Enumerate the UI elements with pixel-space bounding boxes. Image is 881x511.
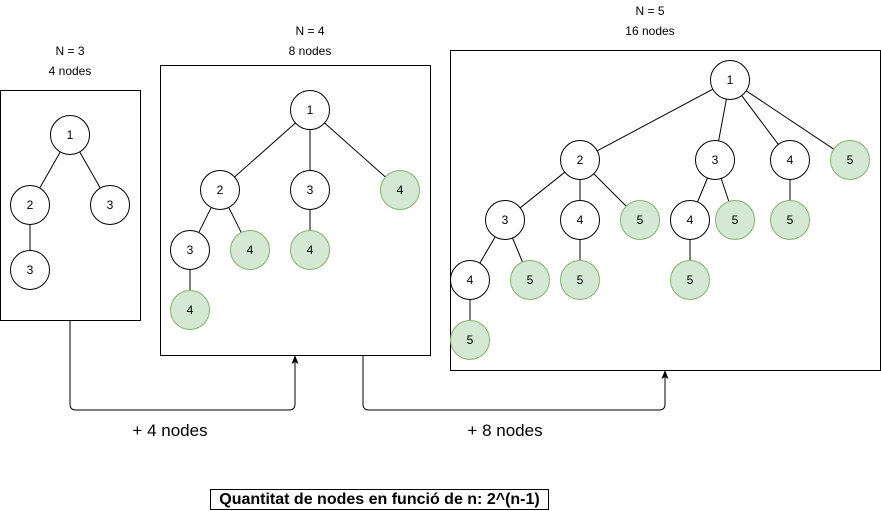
tree-node-label: 4 [687,213,694,227]
tree-node-label: 2 [217,183,224,197]
tree-edge [512,237,523,263]
tree-edge [324,122,386,178]
tree-node-label: 4 [397,183,404,197]
tree-node-new [290,230,330,270]
panel-n3-subtitle: 4 nodes [49,64,92,78]
tree-edge [39,151,61,189]
tree-node-new [560,260,600,300]
arrowhead-n5 [661,370,669,379]
tree-node-new [770,200,810,240]
tree-node-new [230,230,270,270]
panel-n4-subtitle: 8 nodes [289,44,332,58]
tree-node-label: 1 [67,128,74,142]
tree-node [50,115,90,155]
arrow-label-plus-4: + 4 nodes [132,421,207,440]
tree-node-new [830,140,870,180]
tree-node-label: 5 [847,153,854,167]
tree-node-label: 4 [187,303,194,317]
tree-node [560,200,600,240]
tree-n4: 1 2 3 4 3 4 4 4 [170,90,420,330]
tree-node-label: 5 [787,213,794,227]
tree-edge [479,236,496,264]
tree-edge [79,151,101,189]
tree-node [450,260,490,300]
tree-node-label: 3 [712,153,719,167]
tree-node-label: 3 [27,263,34,277]
tree-n5: 1 2 3 4 5 3 4 5 4 5 5 4 5 5 5 5 [450,60,870,360]
tree-node [485,200,525,240]
tree-node-label: 5 [527,273,534,287]
tree-edge [741,95,779,145]
tree-node [10,185,50,225]
panel-n5-subtitle: 16 nodes [625,24,674,38]
tree-node-new [510,260,550,300]
tree-node-label: 1 [307,103,314,117]
tree-node-new [170,290,210,330]
tree-node [10,250,50,290]
panel-n3-title: N = 3 [55,44,84,58]
tree-node-label: 4 [467,273,474,287]
tree-node [170,230,210,270]
tree-node-label: 4 [787,153,794,167]
tree-node-label: 1 [727,73,734,87]
tree-node-new [380,170,420,210]
arrow-n3-to-n4 [69,320,296,411]
tree-node-label: 4 [577,213,584,227]
tree-edge [697,177,708,203]
tree-node-label: 5 [732,213,739,227]
tree-edge [228,207,242,233]
tree-node [200,170,240,210]
arrow-n4-to-n5 [362,355,666,411]
tree-node [670,200,710,240]
tree-node [290,90,330,130]
tree-node-label: 2 [577,153,584,167]
tree-node [90,185,130,225]
tree-node-new [715,200,755,240]
tree-node-label: 5 [637,213,644,227]
tree-node-label: 3 [107,198,114,212]
tree-edge [519,171,566,209]
panel-n4-title: N = 4 [295,24,324,38]
tree-edge [234,122,296,178]
tree-node [710,60,750,100]
tree-n3: 1 2 3 3 [10,115,130,290]
tree-edge [720,178,730,202]
tree-node-new [620,200,660,240]
tree-node-label: 3 [502,213,509,227]
tree-node-new [670,260,710,300]
tree-node [290,170,330,210]
tree-node-label: 5 [577,273,584,287]
tree-node-label: 3 [187,243,194,257]
tree-edge [596,88,714,152]
tree-node-label: 5 [467,333,474,347]
arrow-label-plus-8: + 8 nodes [467,421,542,440]
tree-edge [718,99,727,141]
tree-node-label: 4 [247,243,254,257]
panel-n5-title: N = 5 [635,4,664,18]
tree-node [695,140,735,180]
tree-node [770,140,810,180]
arrowhead-n4 [291,355,299,364]
tree-node-label: 3 [307,183,314,197]
tree-node [560,140,600,180]
formula-caption: Quantitat de nodes en funció de n: 2^(n-… [210,489,549,510]
tree-node-new [450,320,490,360]
tree-edge [745,90,835,150]
tree-edge [593,173,627,207]
tree-node-label: 2 [27,198,34,212]
tree-node-label: 4 [307,243,314,257]
tree-edge [198,207,212,233]
tree-node-label: 5 [687,273,694,287]
